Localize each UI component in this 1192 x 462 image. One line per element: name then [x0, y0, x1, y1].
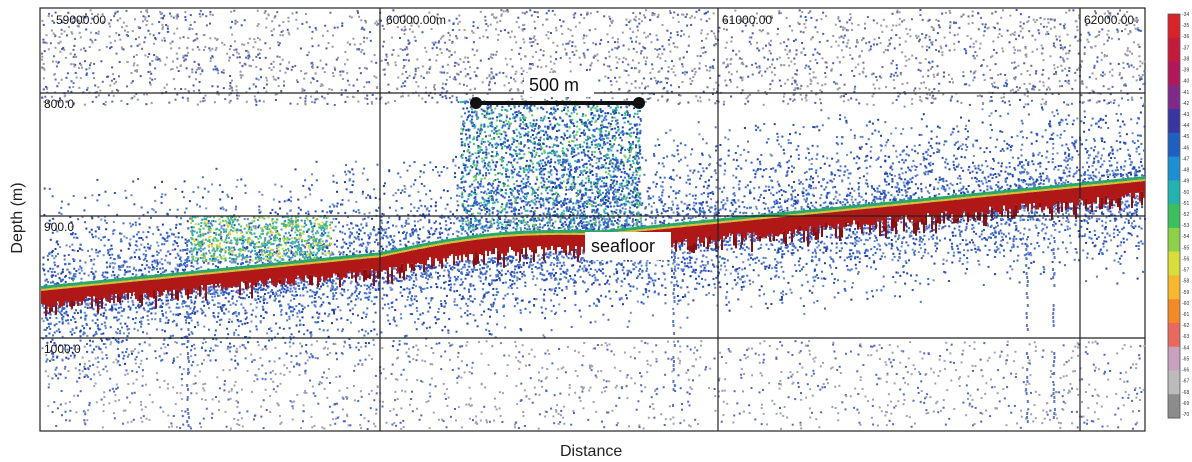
colorbar-tick: -68: [1182, 390, 1189, 396]
echo-noise-layer: [41, 9, 1146, 430]
colorbar-tick: -61: [1182, 312, 1189, 318]
colorbar-tick: -43: [1182, 112, 1189, 118]
colorbar-tick: -66: [1182, 368, 1189, 374]
echogram-plot-area: [39, 7, 1146, 432]
colorbar-tick: -49: [1182, 179, 1189, 185]
seafloor-annotation: seafloor: [585, 232, 671, 260]
colorbar-gradient: [1168, 14, 1180, 419]
colorbar-tick: -47: [1182, 156, 1189, 162]
colorbar-tick: -59: [1182, 290, 1189, 296]
depth-tick-1000: 1000.0: [44, 342, 81, 356]
colorbar-tick: -38: [1182, 56, 1189, 62]
colorbar-tick: -48: [1182, 168, 1189, 174]
colorbar-tick: -57: [1182, 268, 1189, 274]
colorbar-tick: -41: [1182, 90, 1189, 96]
colorbar-tick: -45: [1182, 134, 1189, 140]
colorbar-tick: -42: [1182, 101, 1189, 107]
x-axis-label: Distance: [560, 443, 622, 460]
colorbar-tick: -44: [1182, 123, 1189, 129]
distance-tick-60000: 60000.00m: [386, 13, 446, 27]
colorbar-tick: -36: [1182, 34, 1189, 40]
colorbar-tick: -64: [1182, 345, 1189, 351]
depth-tick-900: 900.0: [44, 220, 74, 234]
scale-bar: 500 m: [470, 73, 645, 109]
seafloor-label: seafloor: [591, 236, 655, 256]
colorbar-tick: -53: [1182, 223, 1189, 229]
colorbar-tick: -34: [1182, 12, 1189, 18]
colorbar-tick: -63: [1182, 334, 1189, 340]
colorbar-tick: -46: [1182, 145, 1189, 151]
colorbar-tick: -65: [1182, 356, 1189, 362]
colorbar-tick: -56: [1182, 256, 1189, 262]
distance-tick-62000: 62000.00: [1084, 13, 1134, 27]
colorbar-tick: -37: [1182, 45, 1189, 51]
colorbar-tick: -50: [1182, 190, 1189, 196]
colorbar-tick: -40: [1182, 79, 1189, 85]
distance-tick-59000: 59000.00: [56, 13, 106, 27]
colorbar-tick: -69: [1182, 401, 1189, 407]
colorbar-tick: -60: [1182, 301, 1189, 307]
colorbar-tick: -67: [1182, 379, 1189, 385]
y-axis-label: Depth (m): [9, 182, 26, 253]
colorbar-tick: -51: [1182, 201, 1189, 207]
seafloor-echo-band: [41, 176, 1145, 317]
colorbar-tick: -54: [1182, 234, 1189, 240]
distance-tick-61000: 61000.00: [722, 13, 772, 27]
colorbar-tick: -35: [1182, 23, 1189, 29]
colorbar-tick: -58: [1182, 279, 1189, 285]
scale-bar-label: 500 m: [529, 75, 579, 95]
colorbar-tick: -55: [1182, 245, 1189, 251]
colorbar-tick-labels: -34 -35 -36 -37 -38 -39 -40 -41 -42 -43 -44 -45 -46 -…: [1182, 12, 1189, 418]
colorbar: -34 -35 -36 -37 -38 -39 -40 -41 -42 -43 -44 -45 -46 -…: [1167, 12, 1189, 419]
depth-tick-800: 800.0: [44, 97, 74, 111]
colorbar-tick: -52: [1182, 212, 1189, 218]
colorbar-tick: -70: [1182, 412, 1189, 418]
colorbar-tick: -62: [1182, 323, 1189, 329]
colorbar-tick: -39: [1182, 68, 1189, 74]
